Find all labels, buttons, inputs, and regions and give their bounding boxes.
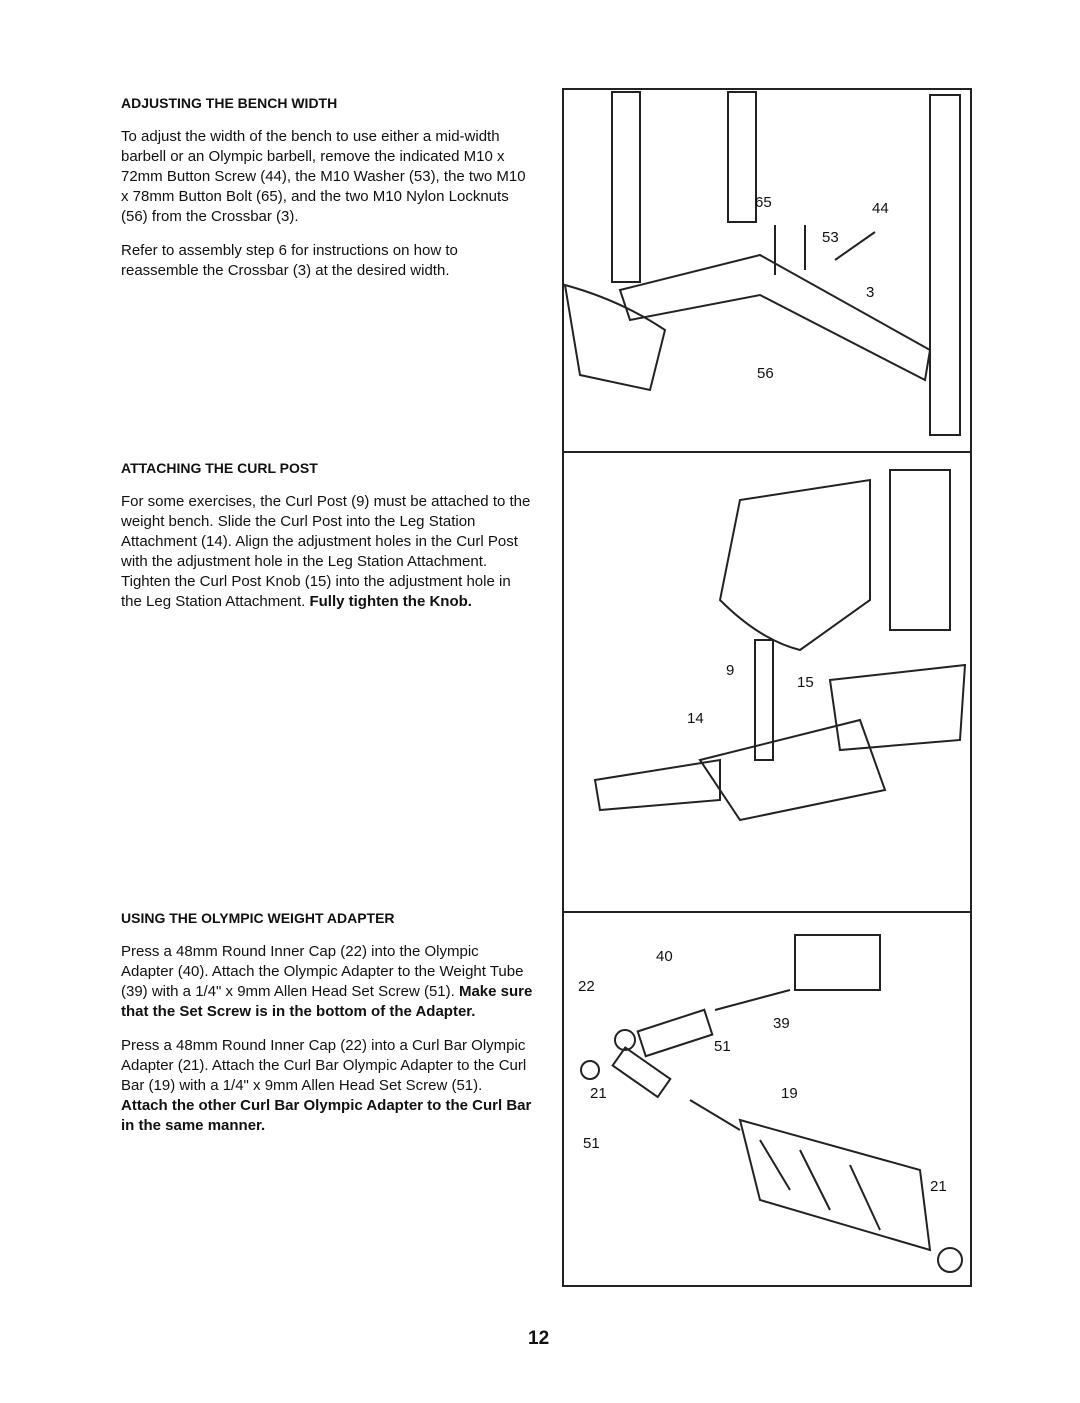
- section: ATTACHING THE CURL POST For some exercis…: [121, 458, 533, 626]
- part-label: 22: [578, 978, 595, 995]
- part-label: 21: [590, 1085, 607, 1102]
- part-label: 44: [872, 200, 889, 217]
- section: USING THE OLYMPIC WEIGHT ADAPTER Press a…: [121, 908, 533, 1150]
- part-label: 39: [773, 1015, 790, 1032]
- part-label: 53: [822, 229, 839, 246]
- part-label: 40: [656, 948, 673, 965]
- text: Press a 48mm Round Inner Cap (22) into t…: [121, 943, 524, 1000]
- bold-text: Make sure that the Set Screw is in the b…: [121, 983, 533, 1020]
- part-label: 51: [583, 1135, 600, 1152]
- part-label: 21: [930, 1178, 947, 1195]
- part-label: 51: [714, 1038, 731, 1055]
- text: For some exercises, the Curl Post (9) mu…: [121, 493, 531, 610]
- curl-post-drawing: [593, 469, 967, 822]
- part-label: 3: [866, 284, 875, 301]
- part-label: 56: [757, 365, 774, 382]
- paragraph: Refer to assembly step 6 for instruction…: [121, 242, 458, 279]
- heading: ADJUSTING THE BENCH WIDTH: [121, 95, 338, 111]
- bold-text: Attach the other Curl Bar Olympic Adapte…: [121, 1097, 532, 1134]
- part-label: 19: [781, 1085, 798, 1102]
- text: Press a 48mm Round Inner Cap (22) into a…: [121, 1037, 527, 1094]
- bold-text: Fully tighten the Knob.: [309, 593, 472, 610]
- figure-frame: [562, 88, 972, 1287]
- bench-drawing: [563, 91, 961, 436]
- section: ADJUSTING THE BENCH WIDTH To adjust the …: [121, 93, 533, 295]
- part-label: 65: [755, 194, 772, 211]
- paragraph: Press a 48mm Round Inner Cap (22) into t…: [121, 942, 533, 1022]
- paragraph: Press a 48mm Round Inner Cap (22) into a…: [121, 1036, 533, 1136]
- part-label: 15: [797, 674, 814, 691]
- paragraph: To adjust the width of the bench to use …: [121, 128, 526, 225]
- adapter-drawing: [580, 934, 963, 1273]
- heading: ATTACHING THE CURL POST: [121, 460, 318, 476]
- paragraph: For some exercises, the Curl Post (9) mu…: [121, 492, 533, 612]
- part-label: 9: [726, 662, 735, 679]
- page-number: 12: [528, 1328, 550, 1349]
- heading: USING THE OLYMPIC WEIGHT ADAPTER: [121, 910, 395, 926]
- part-label: 14: [687, 710, 704, 727]
